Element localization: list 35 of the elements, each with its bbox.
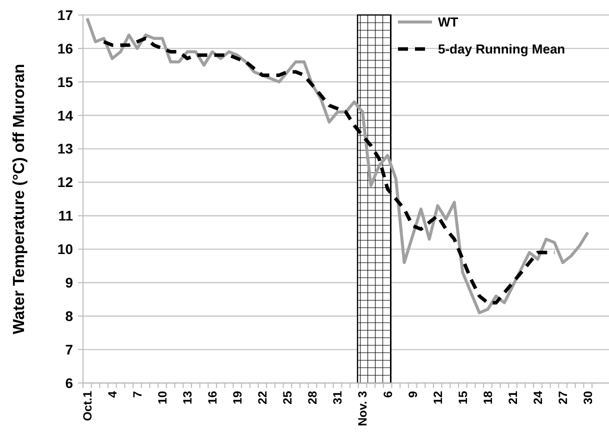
y-tick-label: 11 [58, 208, 74, 224]
y-tick-label: 9 [65, 274, 74, 291]
x-tick-label: 16 [206, 390, 220, 404]
y-tick-label: 12 [57, 174, 74, 190]
y-tick-label: 15 [57, 74, 74, 90]
legend-label: 5-day Running Mean [438, 42, 566, 57]
y-tick-label: 7 [65, 341, 74, 358]
y-axis-title: Water Temperature (°C) off Muroran [11, 64, 28, 334]
x-tick-label: 6 [380, 390, 395, 398]
y-tick-label: 8 [65, 308, 74, 324]
x-tick-label: 28 [306, 390, 320, 404]
x-tick-label: 25 [280, 390, 295, 404]
y-tick-label: 16 [57, 40, 74, 56]
x-tick-label: 21 [506, 390, 520, 404]
y-tick-label: 17 [57, 6, 74, 23]
x-tick-label: 7 [130, 390, 144, 398]
x-tick-label: 4 [105, 390, 120, 398]
x-tick-label: 10 [155, 390, 170, 404]
y-tick-label: 13 [57, 140, 74, 157]
x-tick-label: 30 [581, 390, 596, 404]
x-tick-label: 15 [456, 390, 470, 404]
y-tick-label: 14 [57, 107, 74, 124]
x-tick-label: 19 [230, 390, 245, 404]
y-tick-label: 10 [57, 241, 74, 258]
x-tick-label: Nov. 3 [356, 390, 370, 426]
x-tick-label: 13 [180, 390, 195, 404]
x-tick-label: 31 [330, 390, 345, 404]
x-tick-label: 22 [256, 390, 270, 404]
x-tick-label: 24 [530, 390, 545, 404]
x-tick-label: 9 [406, 390, 420, 398]
x-tick-label: 12 [430, 390, 445, 404]
x-tick-label: 18 [480, 390, 495, 404]
legend-label: WT [438, 14, 458, 30]
x-tick-label: Oct.1 [80, 390, 94, 422]
x-tick-label: 27 [556, 390, 570, 404]
